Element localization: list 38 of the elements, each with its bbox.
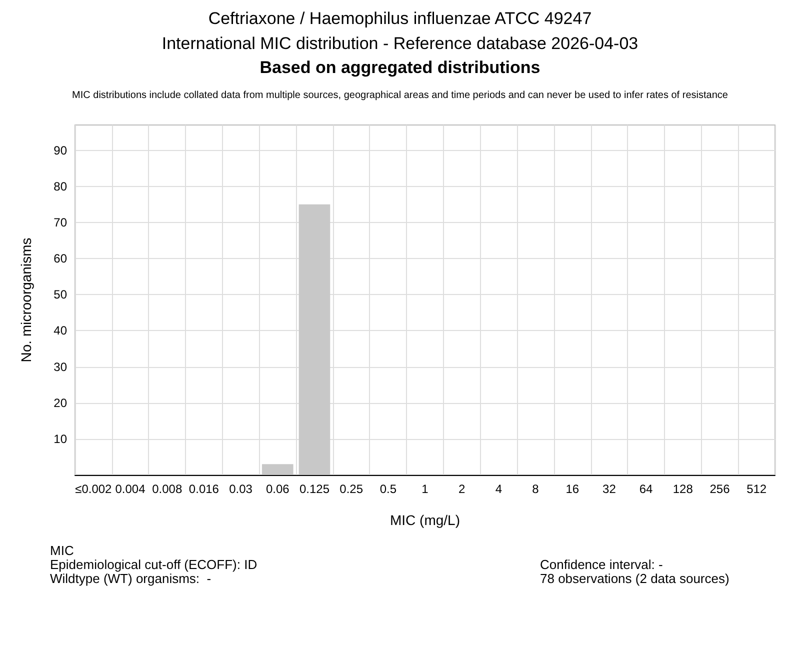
y-axis-title: No. microorganisms: [18, 238, 34, 362]
y-tick-label: 40: [54, 324, 68, 338]
x-tick-label: 0.25: [340, 482, 364, 496]
x-tick-label: 2: [458, 482, 466, 496]
x-tick-label: 512: [746, 482, 767, 496]
x-tick-label: 0.06: [266, 482, 290, 496]
x-tick-label: 32: [602, 482, 616, 496]
text: Confidence interval: -: [540, 557, 663, 572]
x-tick-label: 64: [639, 482, 654, 496]
y-tick-label: 50: [54, 288, 68, 302]
x-tick-label: 4: [495, 482, 502, 496]
y-tick-label: 60: [54, 252, 68, 266]
y-tick-label: 70: [54, 215, 68, 230]
chart-title: Ceftriaxone / Haemophilus influenzae ATCC 49247 International MIC distribution - Reference database 2026-04-03: [160, 8, 640, 55]
x-tick-label: 0.008: [152, 482, 182, 496]
x-tick-label: 256: [710, 482, 730, 496]
y-tick-label: 90: [54, 143, 68, 158]
x-tick-label: 0.125: [299, 482, 330, 496]
y-tick-label: 30: [54, 360, 68, 374]
x-tick-label: 128: [672, 482, 694, 496]
x-tick-label: 8: [532, 482, 540, 496]
y-tick-label: 80: [54, 179, 68, 194]
x-tick-label: 16: [566, 482, 580, 496]
y-tick-label: 20: [54, 396, 68, 410]
x-tick-label: 0.004: [115, 482, 146, 496]
y-tick-label: 10: [54, 432, 68, 446]
text: MIC distributions include collated data from multiple sources, geographical areas and time periods and can never be used to infer rates of resistance: [71, 90, 729, 101]
text: Wildtype (WT) organisms: -: [50, 571, 212, 586]
x-tick-label: 1: [422, 482, 429, 496]
x-tick-label: 0.5: [380, 482, 397, 496]
text: MIC: [50, 543, 74, 558]
x-tick-label: ≤0.002: [75, 482, 112, 496]
x-tick-label: 0.03: [229, 482, 253, 496]
chart-subtitle: Based on aggregated distributions: [258, 58, 542, 78]
x-axis-title: MIC (mg/L): [390, 512, 460, 528]
text: Epidemiological cut-off (ECOFF): ID: [50, 557, 258, 572]
x-tick-label: 0.016: [188, 482, 220, 496]
text: 78 observations (2 data sources): [540, 571, 730, 586]
